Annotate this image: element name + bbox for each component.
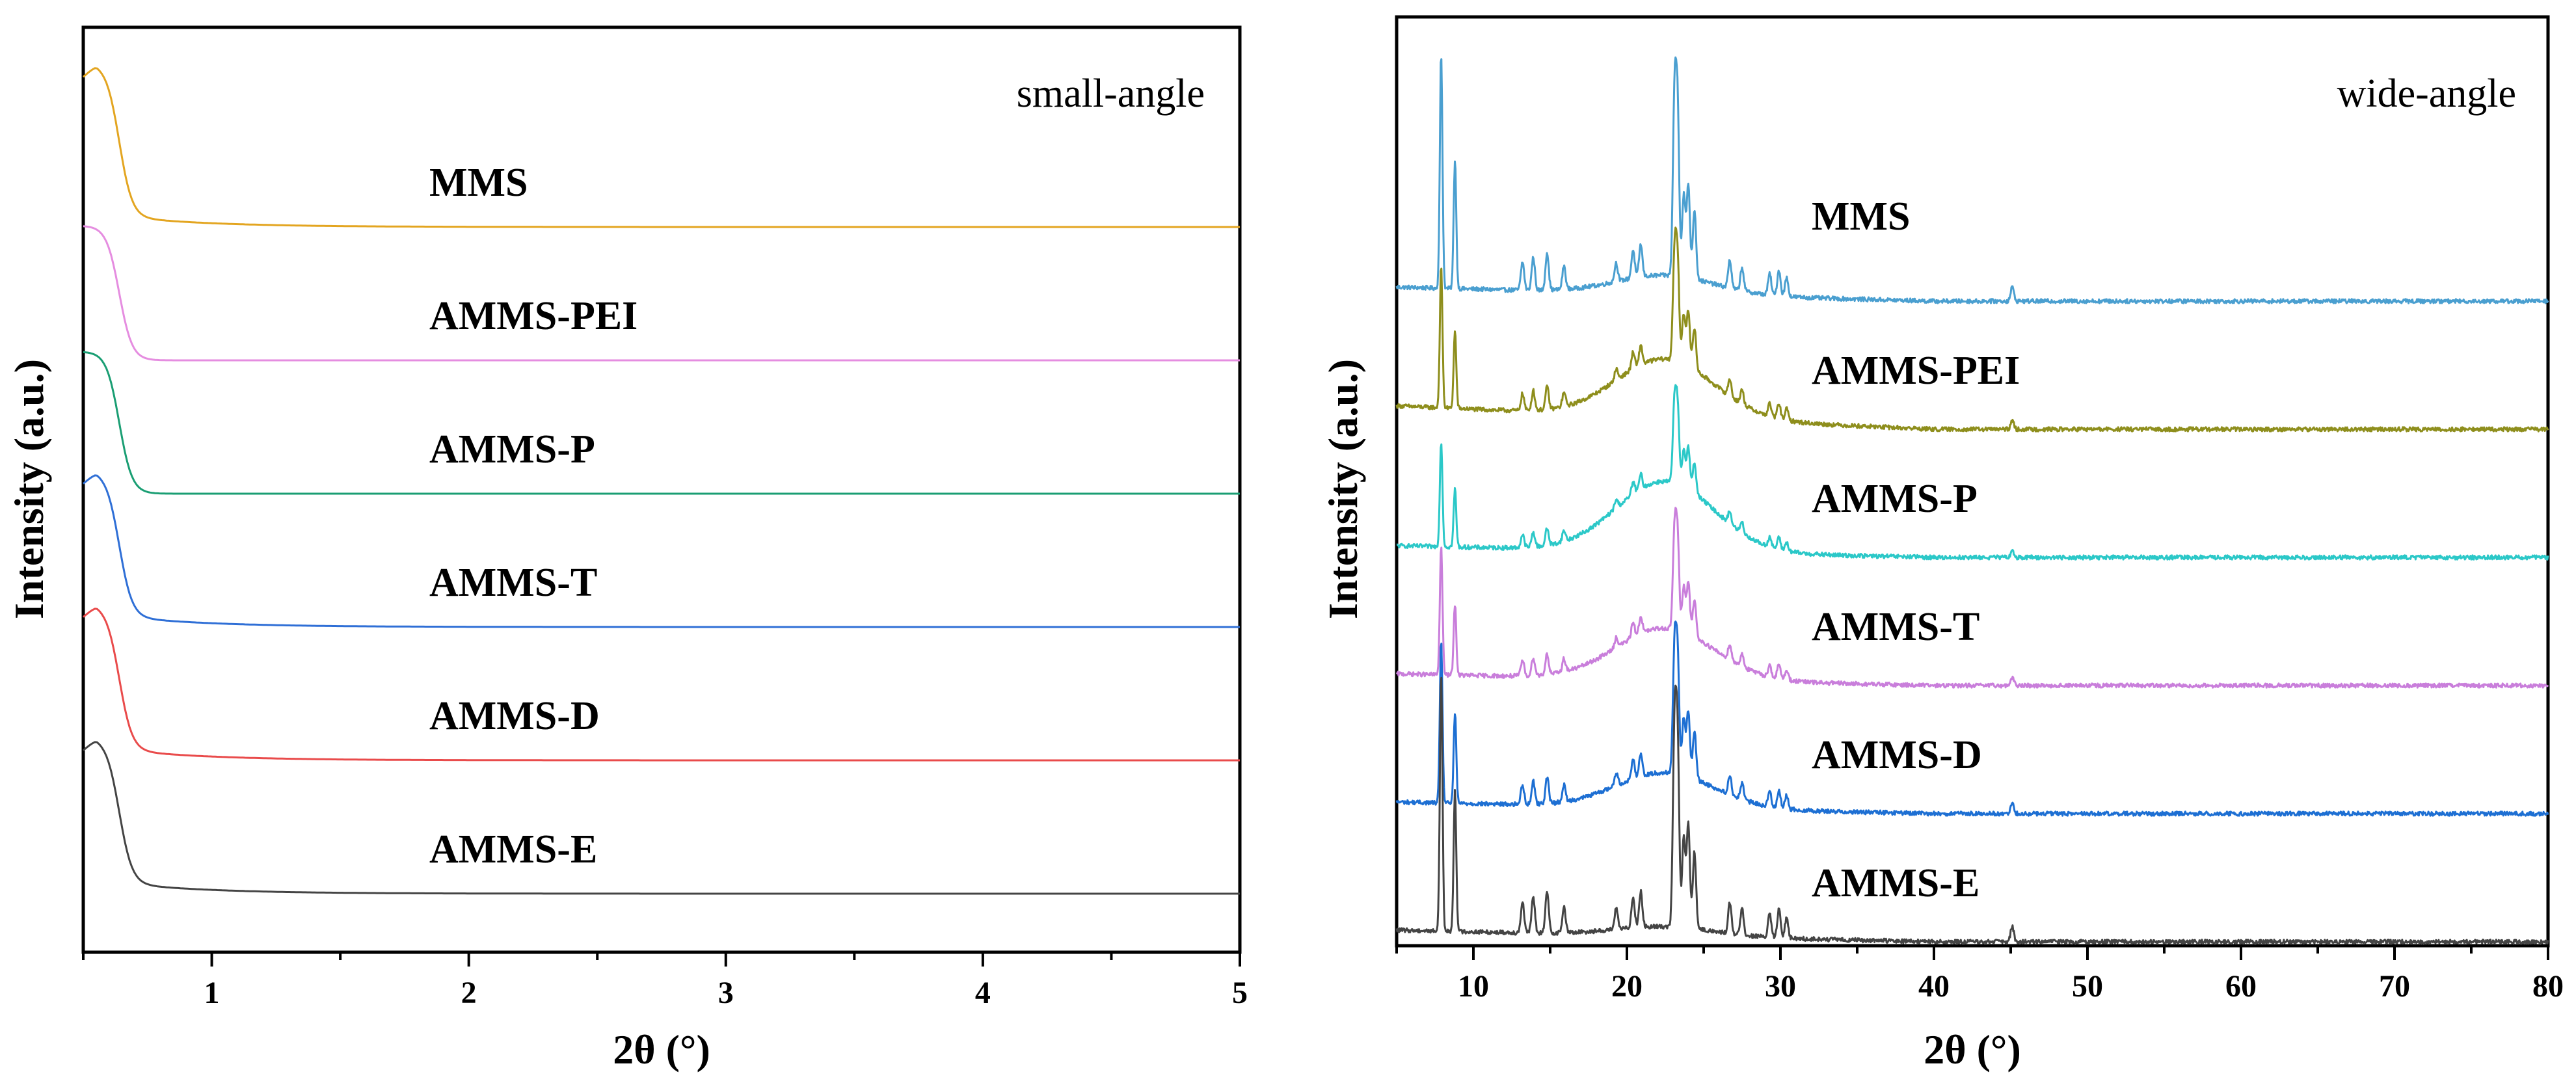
trace-amms-e bbox=[83, 741, 1240, 895]
x-tick-label-5: 5 bbox=[1232, 976, 1248, 1010]
small-angle-plot-frame bbox=[81, 25, 1242, 954]
series-label-amms-p: AMMS-P bbox=[1812, 477, 1978, 521]
series-label-amms-e: AMMS-E bbox=[429, 827, 597, 872]
x-tick-label-80: 80 bbox=[2532, 969, 2564, 1004]
wide-angle-y-axis-title: Intensity (a.u.) bbox=[1320, 359, 1366, 619]
trace-amms-t bbox=[83, 474, 1240, 628]
series-label-amms-d: AMMS-D bbox=[429, 694, 600, 738]
series-label-amms-pei: AMMS-PEI bbox=[429, 294, 637, 338]
trace-amms-d bbox=[83, 607, 1240, 762]
x-tick-label-60: 60 bbox=[2225, 969, 2257, 1004]
x-tick-label-1: 1 bbox=[204, 976, 220, 1010]
series-label-mms: MMS bbox=[1812, 194, 1911, 239]
series-label-amms-d: AMMS-D bbox=[1812, 733, 1982, 777]
wide-angle-x-axis-title: 2θ (°) bbox=[1924, 1026, 2021, 1073]
small-angle-y-axis-title: Intensity (a.u.) bbox=[6, 359, 52, 619]
wide-angle-x-ticks: 10 20 30 40 50 60 70 80 bbox=[1395, 946, 2564, 1004]
wide-angle-plot-frame bbox=[1395, 15, 2550, 948]
small-angle-x-axis-title: 2θ (°) bbox=[613, 1026, 710, 1073]
x-tick-label-70: 70 bbox=[2379, 969, 2410, 1004]
trace-amms-e bbox=[1395, 676, 2549, 945]
x-tick-label-3: 3 bbox=[718, 976, 734, 1010]
small-angle-x-ticks: 1 2 3 4 5 bbox=[82, 952, 1248, 1010]
x-tick-label-20: 20 bbox=[1611, 969, 1643, 1004]
series-label-amms-pei: AMMS-PEI bbox=[1812, 349, 2020, 393]
series-label-amms-e: AMMS-E bbox=[1812, 861, 1979, 905]
series-label-mms: MMS bbox=[429, 161, 528, 205]
x-tick-label-50: 50 bbox=[2072, 969, 2103, 1004]
trace-mms bbox=[1395, 56, 2549, 304]
x-tick-label-2: 2 bbox=[461, 976, 477, 1010]
small-angle-panel-tag: small-angle bbox=[1017, 72, 1205, 116]
wide-angle-panel: 10 20 30 40 50 60 70 80 MMS AMMS-PEI AMMS-P AMMS-T… bbox=[1320, 15, 2564, 1073]
x-tick-label-30: 30 bbox=[1765, 969, 1796, 1004]
small-angle-panel: 1 2 3 4 5 MMS AMMS-PEI AMMS-P AMMS-T AMMS-D AMMS-… bbox=[6, 25, 1248, 1073]
wide-angle-series-labels: MMS AMMS-PEI AMMS-P AMMS-T AMMS-D AMMS-E bbox=[1812, 194, 2020, 905]
series-label-amms-p: AMMS-P bbox=[429, 427, 595, 472]
small-angle-series-labels: MMS AMMS-PEI AMMS-P AMMS-T AMMS-D AMMS-E bbox=[429, 161, 637, 872]
trace-amms-pei bbox=[83, 225, 1240, 362]
trace-mms bbox=[83, 67, 1240, 228]
trace-amms-d bbox=[1395, 621, 2549, 817]
series-label-amms-t: AMMS-T bbox=[429, 561, 597, 605]
trace-amms-p bbox=[83, 351, 1240, 495]
small-angle-traces bbox=[83, 67, 1240, 895]
x-tick-label-10: 10 bbox=[1458, 969, 1489, 1004]
x-tick-label-40: 40 bbox=[1918, 969, 1950, 1004]
wide-angle-panel-tag: wide-angle bbox=[2337, 72, 2516, 116]
x-tick-label-4: 4 bbox=[975, 976, 991, 1010]
trace-amms-p bbox=[1396, 384, 2549, 561]
wide-angle-traces bbox=[1395, 56, 2549, 945]
trace-amms-t bbox=[1395, 507, 2549, 689]
series-label-amms-t: AMMS-T bbox=[1812, 605, 1979, 649]
trace-amms-pei bbox=[1395, 226, 2549, 433]
